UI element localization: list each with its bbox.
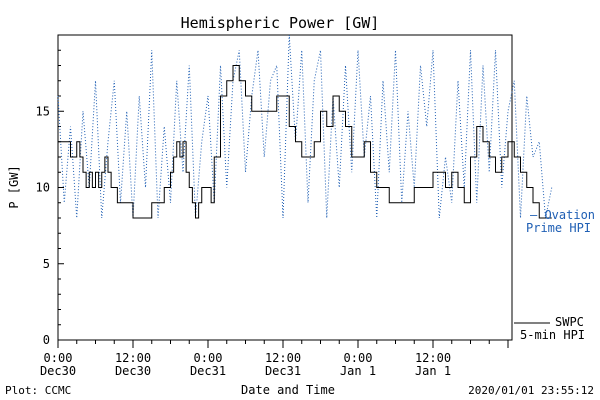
legend-ovation: — Ovation Prime HPI <box>526 208 595 235</box>
x-tick-date-label: Dec30 <box>40 364 76 378</box>
x-axis-label: Date and Time <box>241 383 335 397</box>
y-tick-label: 15 <box>36 104 50 118</box>
x-tick-time-label: 12:00 <box>415 351 451 365</box>
x-tick-time-label: 0:00 <box>194 351 223 365</box>
y-tick-label: 10 <box>36 181 50 195</box>
x-tick-time-label: 12:00 <box>265 351 301 365</box>
y-axis-ticks: 0 5 10 15 <box>36 34 64 347</box>
x-tick-date-label: Dec31 <box>265 364 301 378</box>
footer-timestamp: 2020/01/01 23:55:12 <box>468 384 594 397</box>
plot-area <box>57 34 513 341</box>
x-tick-time-label: 0:00 <box>344 351 373 365</box>
x-tick-time-label: 0:00 <box>44 351 73 365</box>
chart-title: Hemispheric Power [GW] <box>181 14 380 32</box>
footer-left: Plot: CCMC <box>5 384 71 397</box>
ovation-prime-series-line <box>57 34 553 219</box>
legend-swpc: SWPC 5-min HPI <box>514 315 585 342</box>
y-axis-label: P [GW] <box>7 165 21 208</box>
y-tick-label: 0 <box>43 333 50 347</box>
x-tick-date-label: Jan 1 <box>415 364 451 378</box>
x-tick-date-label: Dec31 <box>190 364 226 378</box>
x-tick-date-label: Jan 1 <box>340 364 376 378</box>
swpc-hpi-series-line <box>58 65 552 219</box>
x-axis-ticks: 0:00Dec3012:00Dec300:00Dec3112:00Dec310:… <box>40 340 509 378</box>
legend-ovation-line2: Prime HPI <box>526 221 591 235</box>
legend-ovation-line1: — Ovation <box>530 208 595 222</box>
legend-swpc-line1: SWPC <box>555 315 584 329</box>
y-tick-label: 5 <box>43 257 50 271</box>
x-tick-time-label: 12:00 <box>115 351 151 365</box>
x-tick-date-label: Dec30 <box>115 364 151 378</box>
legend-swpc-line2: 5-min HPI <box>520 328 585 342</box>
